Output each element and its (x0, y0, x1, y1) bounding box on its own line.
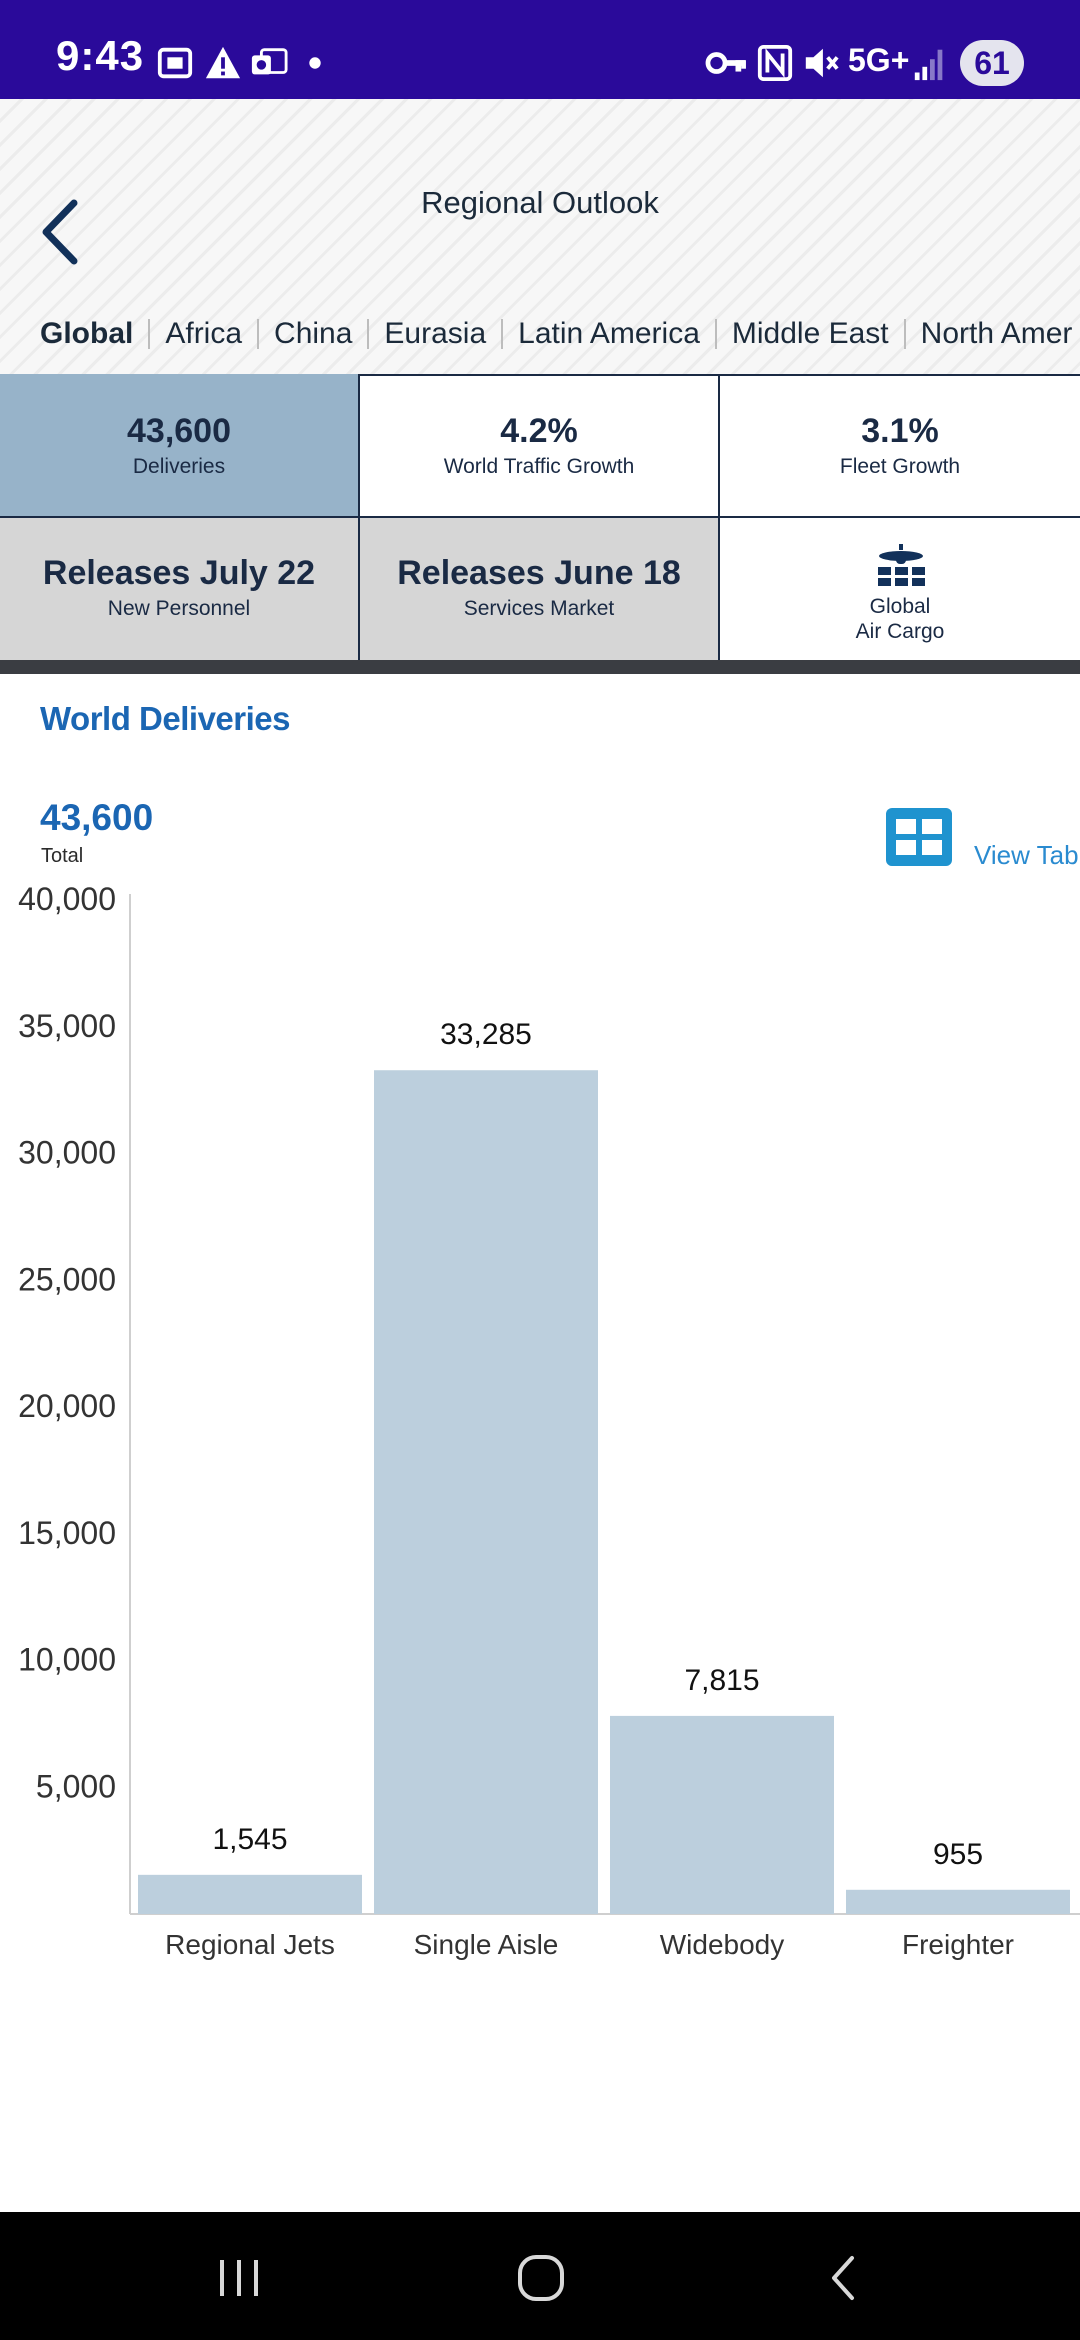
vpn-key-icon (705, 52, 746, 74)
outlook-icon (251, 48, 288, 75)
signal-icon (914, 49, 943, 81)
bar-value-label: 33,285 (440, 1018, 532, 1051)
y-tick-label: 10,000 (18, 1642, 116, 1678)
region-tabs: Global Africa China Eurasia Latin Americ… (40, 311, 1072, 357)
tile-value: 4.2% (500, 412, 578, 450)
tile-new-personnel[interactable]: Releases July 22 New Personnel (0, 518, 360, 660)
tile-label: New Personnel (107, 597, 251, 620)
cargo-plane-icon (878, 544, 925, 586)
tab-eurasia[interactable]: Eurasia (384, 317, 487, 350)
view-table-button[interactable]: View Tabl (886, 806, 1080, 876)
y-tick-label: 20,000 (18, 1388, 116, 1424)
y-tick-label: 15,000 (18, 1515, 116, 1551)
tile-services-market[interactable]: Releases June 18 Services Market (360, 518, 720, 660)
back-button[interactable] (30, 187, 90, 277)
tab-divider (367, 319, 370, 349)
tab-divider (257, 319, 260, 349)
bar-value-label: 955 (933, 1838, 983, 1871)
tab-africa[interactable]: Africa (165, 317, 243, 350)
navigation-bar (0, 2212, 1080, 2340)
nfc-icon (757, 44, 793, 82)
bar (846, 1889, 1070, 1914)
x-category-label: Single Aisle (414, 1929, 559, 1960)
y-tick-label: 25,000 (18, 1261, 116, 1297)
tab-divider (903, 319, 906, 349)
tab-china[interactable]: China (274, 317, 353, 350)
tile-label: World Traffic Growth (443, 455, 635, 478)
network-type: 5G+ (848, 42, 910, 78)
y-tick-label: 5,000 (36, 1768, 116, 1804)
y-tick-label: 40,000 (18, 881, 116, 917)
x-category-label: Freighter (902, 1929, 1014, 1960)
tile-value: 43,600 (127, 412, 231, 450)
tab-middle-east[interactable]: Middle East (731, 317, 889, 350)
screenshot-icon (157, 47, 193, 79)
battery-level: 61 (960, 40, 1024, 86)
bar-value-label: 7,815 (684, 1664, 759, 1697)
tile-deliveries[interactable]: 43,600 Deliveries (0, 374, 360, 518)
tile-label: Deliveries (132, 455, 226, 478)
dot-icon (309, 57, 321, 69)
bar (610, 1715, 834, 1914)
y-tick-label: 30,000 (18, 1135, 116, 1171)
view-table-label: View Tabl (974, 840, 1080, 870)
tab-divider (501, 319, 504, 349)
tile-label-line2: Air Cargo (855, 620, 945, 643)
section-title: World Deliveries (40, 700, 291, 737)
tile-value: Releases July 22 (42, 554, 316, 592)
mute-icon (805, 48, 839, 78)
tile-label: Fleet Growth (839, 455, 961, 478)
bar (138, 1874, 362, 1914)
tab-global[interactable]: Global (40, 317, 134, 350)
bar (374, 1070, 598, 1914)
tile-world-traffic-growth[interactable]: 4.2% World Traffic Growth (360, 374, 720, 518)
deliveries-bar-chart: 5,000 10,000 15,000 20,000 25,000 30,000 35,00… (18, 881, 1080, 1960)
tile-label: Services Market (463, 597, 615, 620)
tile-value: Releases June 18 (397, 554, 681, 592)
page-title: Regional Outlook (421, 185, 659, 220)
total-label: Total (41, 845, 84, 867)
y-tick-label: 35,000 (18, 1008, 116, 1044)
tab-divider (714, 319, 717, 349)
x-category-label: Widebody (660, 1929, 785, 1960)
status-bar: 9:43 (0, 0, 1080, 99)
home-icon[interactable] (506, 2248, 576, 2308)
tab-divider (148, 319, 151, 349)
back-icon[interactable] (808, 2248, 878, 2308)
header: Regional Outlook Global Africa China Eur… (0, 99, 1080, 374)
tiles-divider (0, 660, 1080, 674)
status-time: 9:43 (56, 32, 145, 79)
total-value: 43,600 (40, 797, 154, 838)
tile-global-air-cargo[interactable]: Global Air Cargo (720, 518, 1080, 660)
tab-latin-america[interactable]: Latin America (518, 317, 700, 350)
tab-north-america[interactable]: North Amer (920, 317, 1073, 350)
tile-label-line1: Global (869, 595, 931, 618)
x-category-label: Regional Jets (165, 1929, 335, 1960)
tile-value: 3.1% (861, 412, 939, 450)
table-icon (886, 808, 952, 866)
tile-fleet-growth[interactable]: 3.1% Fleet Growth (720, 374, 1080, 518)
bar-value-label: 1,545 (212, 1823, 287, 1856)
recent-apps-icon[interactable] (204, 2248, 274, 2308)
alert-icon (205, 46, 241, 79)
